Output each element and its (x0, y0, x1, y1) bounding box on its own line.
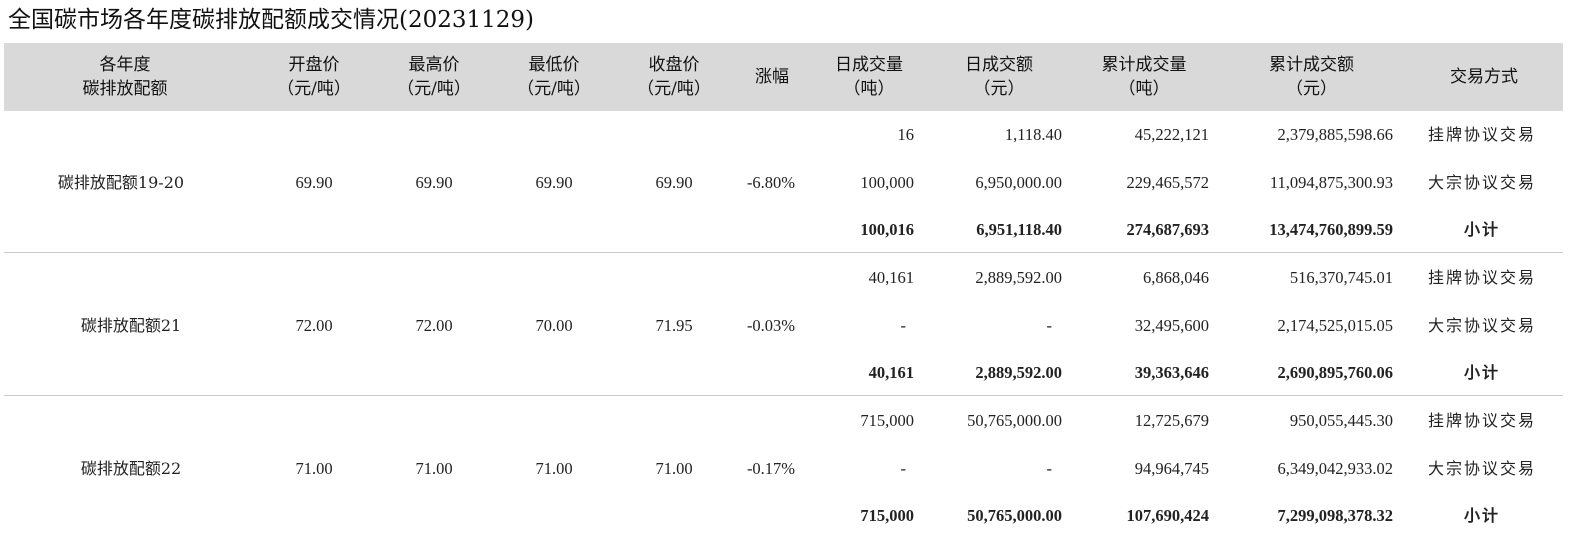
cumulative-volume: 274,687,693 (1126, 220, 1210, 239)
cumulative-amount: 7,299,098,378.32 (1277, 506, 1394, 525)
price-change: -0.17% (746, 459, 796, 478)
cumulative-volume: 229,465,572 (1126, 173, 1210, 192)
header-low-price: 最低价 （元/吨） (517, 55, 591, 99)
daily-volume: 715,000 (860, 411, 914, 430)
header-year-quota: 各年度 碳排放配额 (82, 55, 168, 99)
table-title: 全国碳市场各年度碳排放配额成交情况(20231129) (8, 7, 535, 33)
open-price: 69.90 (295, 173, 333, 192)
high-price: 69.90 (415, 173, 453, 192)
daily-amount: - (1046, 316, 1053, 335)
daily-amount: - (1046, 459, 1053, 478)
price-change: -0.03% (746, 316, 796, 335)
low-price: 69.90 (535, 173, 573, 192)
daily-amount: 1,118.40 (1004, 125, 1062, 144)
header-daily-volume: 日成交量 （吨） (835, 55, 903, 99)
cumulative-amount: 516,370,745.01 (1289, 268, 1393, 287)
low-price: 70.00 (535, 316, 573, 335)
daily-volume: 16 (897, 125, 915, 144)
trade-mode: 小计 (1463, 363, 1500, 382)
header-cumulative-volume: 累计成交量 （吨） (1101, 55, 1187, 99)
cumulative-amount: 2,174,525,015.05 (1277, 316, 1394, 335)
cumulative-amount: 2,690,895,760.06 (1277, 363, 1394, 382)
cumulative-volume: 12,725,679 (1134, 411, 1209, 430)
trade-mode: 挂牌协议交易 (1427, 411, 1536, 430)
cumulative-volume: 6,868,046 (1143, 268, 1209, 287)
header-close-price: 收盘价 （元/吨） (637, 55, 711, 99)
trade-mode: 大宗协议交易 (1427, 459, 1536, 478)
daily-amount: 6,950,000.00 (975, 173, 1062, 192)
open-price: 71.00 (295, 459, 333, 478)
trade-mode: 大宗协议交易 (1427, 316, 1536, 335)
header-cumulative-amount: 累计成交额 （元） (1269, 55, 1354, 99)
price-change: -6.80% (746, 173, 796, 192)
cumulative-volume: 32,495,600 (1134, 316, 1209, 335)
daily-volume: 100,016 (860, 220, 914, 239)
group-name: 碳排放配额22 (80, 459, 182, 478)
daily-amount: 2,889,592.00 (975, 363, 1062, 382)
daily-amount: 50,765,000.00 (967, 411, 1062, 430)
header-daily-amount: 日成交额 （元） (965, 55, 1033, 99)
table-header: 各年度 碳排放配额 开盘价 （元/吨） 最高价 （元/吨） 最低价 （元/吨） 收盘价（… (4, 43, 1563, 111)
row-divider (4, 395, 1563, 396)
cumulative-volume: 39,363,646 (1134, 363, 1209, 382)
daily-amount: 50,765,000.00 (967, 506, 1062, 525)
close-price: 71.00 (655, 459, 693, 478)
low-price: 71.00 (535, 459, 573, 478)
daily-volume: 715,000 (860, 506, 914, 525)
high-price: 72.00 (415, 316, 453, 335)
cumulative-amount: 13,474,760,899.59 (1269, 220, 1393, 239)
high-price: 71.00 (415, 459, 453, 478)
trade-mode: 小计 (1463, 220, 1500, 239)
daily-volume: 100,000 (860, 173, 914, 192)
daily-volume: - (900, 459, 907, 478)
header-high-price: 最高价 （元/吨） (397, 55, 471, 99)
cumulative-volume: 45,222,121 (1134, 125, 1209, 144)
close-price: 71.95 (655, 316, 693, 335)
trade-mode: 挂牌协议交易 (1427, 125, 1536, 144)
daily-volume: 40,161 (868, 363, 914, 382)
daily-amount: 6,951,118.40 (976, 220, 1062, 239)
cumulative-volume: 94,964,745 (1134, 459, 1209, 478)
cumulative-amount: 6,349,042,933.02 (1277, 459, 1394, 478)
cumulative-amount: 11,094,875,300.93 (1269, 173, 1393, 192)
daily-volume: 40,161 (868, 268, 914, 287)
open-price: 72.00 (295, 316, 333, 335)
header-change: 涨幅 (755, 67, 789, 87)
trade-mode: 大宗协议交易 (1427, 173, 1536, 192)
close-price: 69.90 (655, 173, 693, 192)
cumulative-volume: 107,690,424 (1126, 506, 1210, 525)
daily-amount: 2,889,592.00 (975, 268, 1062, 287)
daily-volume: - (900, 316, 907, 335)
header-open-price: 开盘价 （元/吨） (277, 55, 351, 99)
row-divider (4, 252, 1563, 253)
header-trade-mode: 交易方式 (1450, 67, 1518, 87)
cumulative-amount: 950,055,445.30 (1289, 411, 1393, 430)
cumulative-amount: 2,379,885,598.66 (1277, 125, 1394, 144)
trade-mode: 小计 (1463, 506, 1500, 525)
group-name: 碳排放配额21 (80, 316, 182, 335)
trade-mode: 挂牌协议交易 (1427, 268, 1536, 287)
group-name: 碳排放配额19-20 (57, 173, 185, 192)
